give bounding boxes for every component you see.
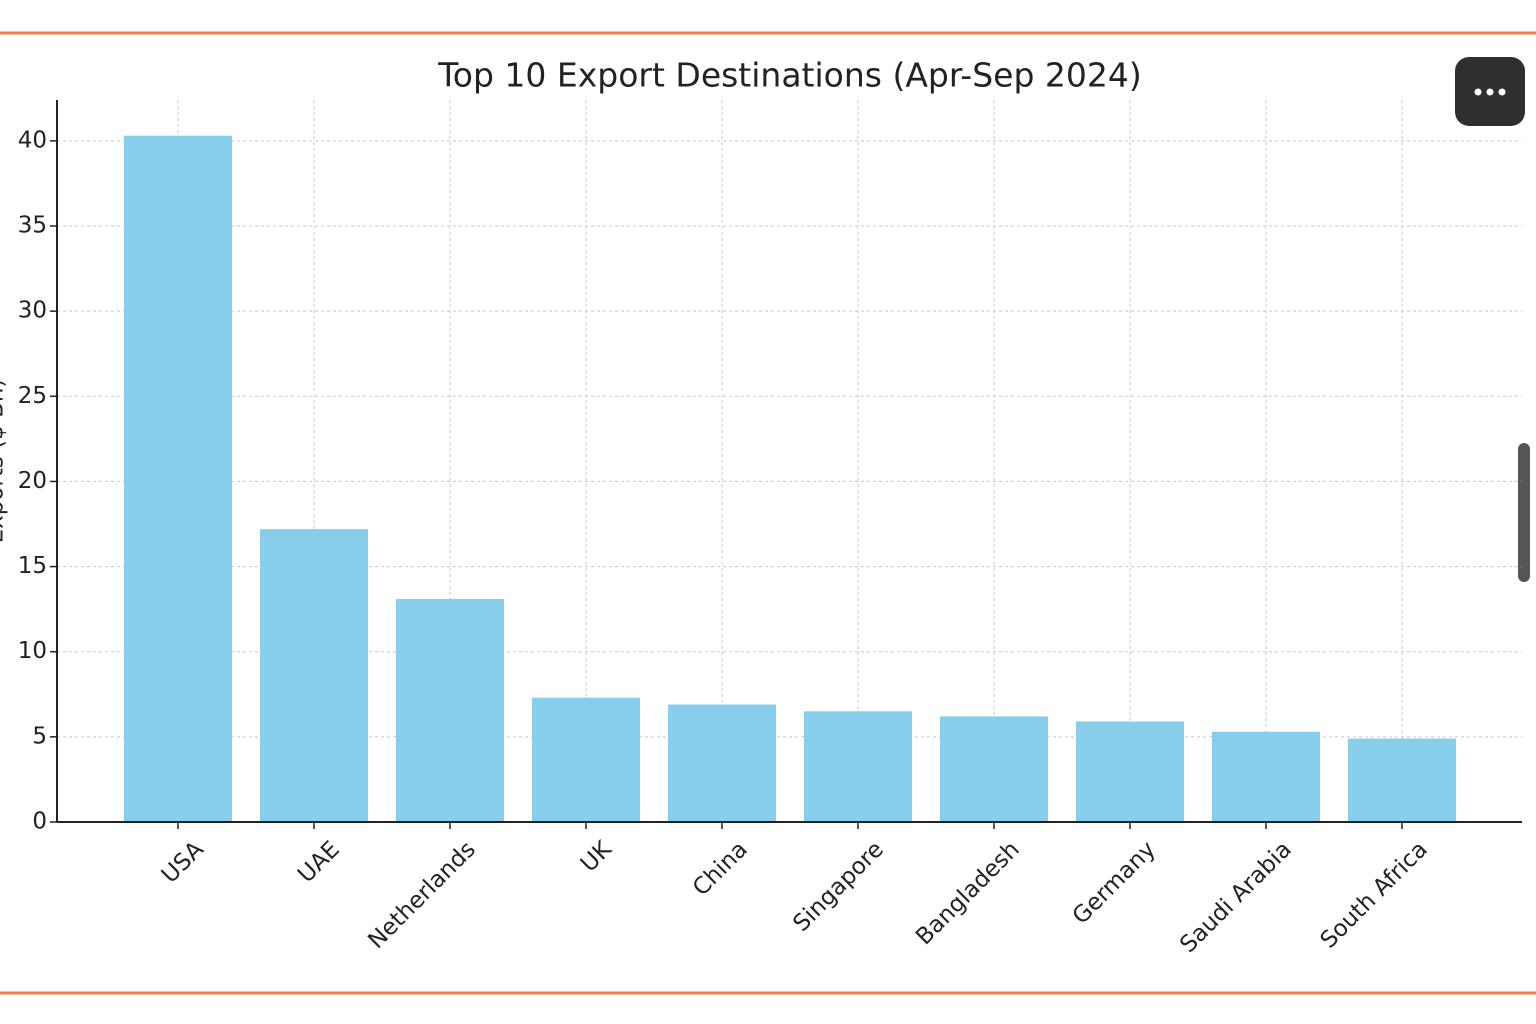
y-tick-label: 25 <box>18 383 47 409</box>
bar <box>532 697 640 822</box>
bar <box>260 529 368 822</box>
menu-dot <box>1498 88 1506 96</box>
menu-button[interactable] <box>1455 57 1525 126</box>
bar <box>804 711 912 822</box>
chart-title: Top 10 Export Destinations (Apr-Sep 2024… <box>437 56 1142 95</box>
bars <box>124 135 1456 823</box>
bar <box>1076 721 1184 822</box>
y-tick-label: 5 <box>32 723 47 749</box>
bar <box>1212 731 1320 822</box>
y-tick-label: 0 <box>32 809 47 835</box>
menu-dot <box>1486 88 1494 96</box>
bar <box>1348 738 1456 822</box>
bar <box>668 704 776 822</box>
y-tick-label: 20 <box>18 468 47 494</box>
menu-dot <box>1474 88 1482 96</box>
y-axis-label: Exports ($ Bn) <box>0 379 9 544</box>
y-tick-label: 35 <box>18 213 47 239</box>
bar <box>124 135 232 823</box>
y-tick-label: 40 <box>18 127 47 153</box>
bar <box>396 598 504 822</box>
y-tick-label: 10 <box>18 638 47 664</box>
scrollbar[interactable] <box>1518 443 1530 582</box>
bar <box>940 716 1048 822</box>
y-tick-label: 15 <box>18 553 47 579</box>
y-tick-label: 30 <box>18 298 47 324</box>
